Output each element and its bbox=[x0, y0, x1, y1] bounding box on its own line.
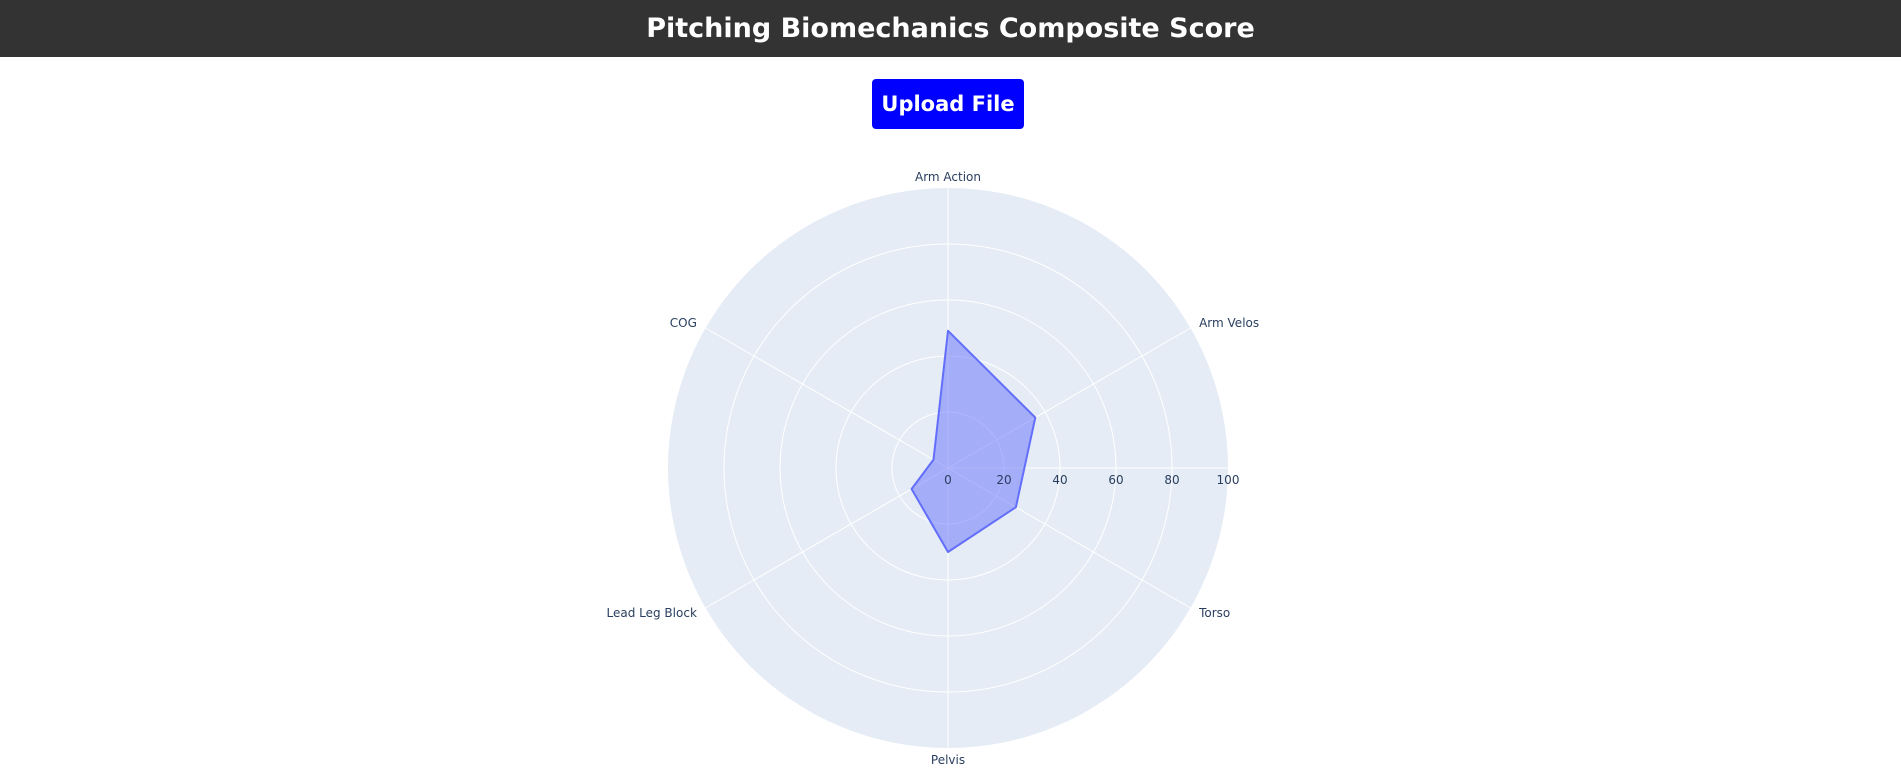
page-title: Pitching Biomechanics Composite Score bbox=[646, 13, 1255, 44]
category-labels: Arm Action Arm Velos Torso Pelvis Lead Leg B… bbox=[607, 170, 1260, 767]
category-label: Arm Velos bbox=[1199, 316, 1259, 330]
radial-tick-label: 0 bbox=[944, 473, 952, 487]
radial-tick-label: 40 bbox=[1052, 473, 1067, 487]
category-label: Arm Action bbox=[915, 170, 981, 184]
radial-tick-labels: 0 20 40 60 80 100 bbox=[944, 473, 1239, 487]
category-label: Lead Leg Block bbox=[607, 606, 697, 620]
spoke-line bbox=[705, 467, 949, 609]
upload-file-button[interactable]: Upload File bbox=[872, 79, 1024, 129]
spoke-line bbox=[705, 327, 949, 469]
radial-tick-label: 60 bbox=[1108, 473, 1123, 487]
radial-tick-label: 20 bbox=[996, 473, 1011, 487]
category-label: COG bbox=[670, 316, 697, 330]
category-label: Pelvis bbox=[931, 753, 965, 767]
app-header: Pitching Biomechanics Composite Score bbox=[0, 0, 1901, 57]
radial-tick-label: 100 bbox=[1217, 473, 1240, 487]
series-area bbox=[910, 329, 1037, 553]
radial-tick-label: 80 bbox=[1164, 473, 1179, 487]
category-label: Torso bbox=[1198, 606, 1230, 620]
